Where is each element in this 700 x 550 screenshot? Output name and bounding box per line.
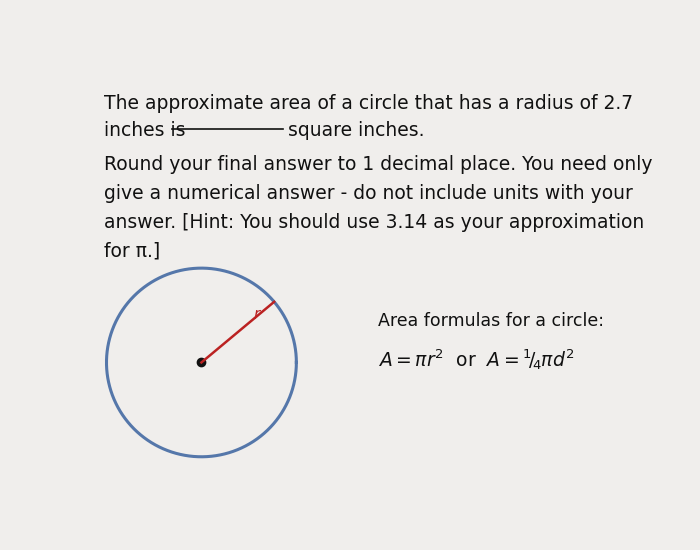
Text: $A = \pi r^2$  or  $A = \mathregular{{}^1\!/\!{}_4}\pi d^2$: $A = \pi r^2$ or $A = \mathregular{{}^1\… [378, 348, 575, 372]
Text: square inches.: square inches. [288, 121, 425, 140]
Text: The approximate area of a circle that has a radius of 2.7: The approximate area of a circle that ha… [104, 94, 633, 113]
Text: r: r [253, 307, 260, 322]
Text: inches is: inches is [104, 121, 186, 140]
Text: answer. [Hint: You should use 3.14 as your approximation: answer. [Hint: You should use 3.14 as yo… [104, 212, 644, 232]
Text: Area formulas for a circle:: Area formulas for a circle: [378, 312, 603, 329]
Text: Round your final answer to 1 decimal place. You need only: Round your final answer to 1 decimal pla… [104, 155, 652, 174]
Text: for π.]: for π.] [104, 241, 160, 260]
Text: give a numerical answer - do not include units with your: give a numerical answer - do not include… [104, 184, 633, 203]
